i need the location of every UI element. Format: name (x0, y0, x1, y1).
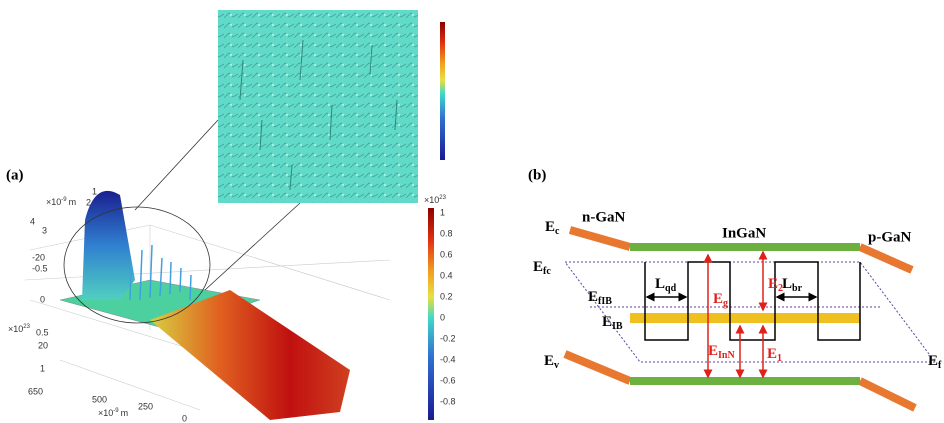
subscript: 2 (778, 283, 783, 294)
surface-slab (150, 290, 350, 420)
bands (563, 226, 917, 412)
symbol-label: Ef (928, 353, 942, 371)
panel-label: (b) (528, 167, 546, 183)
base: ×10 (98, 408, 113, 418)
symbol-label: Ev (544, 353, 559, 371)
colorbar-tick-label: -0.8 (440, 396, 456, 406)
axis-label: 500 (92, 394, 107, 404)
colorbar (428, 208, 434, 420)
subscript: g (723, 298, 728, 309)
axis-label: -0.5 (32, 263, 48, 273)
axis-label: 1 (92, 186, 97, 196)
subscript: qd (665, 283, 677, 294)
subscript: InN (718, 350, 735, 361)
symbol: L (655, 276, 665, 292)
zoom-lines (134, 119, 301, 291)
symbol-label: EfIB (588, 289, 612, 307)
colorbar-exponent: ×1023 (424, 195, 447, 206)
axis-label: 0 (182, 413, 187, 423)
subscript: f (938, 360, 942, 371)
exponent: 23 (439, 195, 446, 201)
axis-label: 2 (86, 197, 91, 207)
symbol: E (588, 289, 598, 305)
colorbar-tick-label: 0.4 (440, 270, 453, 280)
inset-spikes (239, 39, 398, 191)
region-label: p-GaN (868, 229, 912, 245)
colorbar-tick-label: 0 (440, 312, 445, 322)
zoom-circle (63, 206, 211, 324)
colorbar-tick-label: -0.6 (440, 375, 456, 385)
surface-spikes (129, 244, 192, 301)
exponent: 23 (23, 324, 30, 330)
symbol: E (768, 276, 778, 292)
base: ×10 (46, 197, 61, 207)
subscript: br (792, 283, 803, 294)
unit: m (121, 408, 129, 418)
axis-label: 20 (38, 340, 48, 350)
colorbar-tick-label: -0.4 (440, 354, 456, 364)
base: ×10 (424, 195, 439, 205)
axis-label: 1 (40, 363, 45, 373)
3d-grid (24, 224, 391, 411)
axis-label: -20 (32, 252, 45, 262)
symbol: E (708, 343, 718, 359)
symbol-label: Lbr (782, 276, 803, 294)
axis-label: 650 (28, 386, 43, 396)
symbol: E (602, 314, 612, 330)
inset-colorbar (440, 22, 445, 160)
ib-band (630, 313, 860, 323)
axis-label: 3 (42, 225, 47, 235)
quantum-wells (644, 261, 861, 341)
inset (218, 10, 418, 203)
symbol: E (545, 219, 555, 235)
region-label: n-GaN (582, 209, 626, 225)
axis-label: 0 (40, 294, 45, 304)
axis-label: 250 (138, 401, 153, 411)
colorbar-tick-label: 0.6 (440, 249, 453, 259)
energy-arrows (703, 250, 768, 379)
fermi-levels (564, 261, 936, 363)
axis-label: ×10-9 m (98, 408, 128, 419)
axis-label: 4 (30, 216, 35, 226)
subscript: 1 (777, 353, 782, 364)
subscript: fc (543, 266, 551, 277)
symbol-label: EInN (708, 343, 735, 361)
base: ×10 (8, 324, 23, 334)
subscript: c (555, 226, 560, 237)
colorbar-tick-label: 0.2 (440, 291, 453, 301)
symbol: E (928, 353, 938, 369)
axis-label: ×10-9 m (46, 197, 76, 208)
axis-label: ×1023 (8, 324, 31, 335)
surface-wall (82, 190, 135, 300)
colorbar-tick-label: 1 (440, 207, 445, 217)
unit: m (69, 197, 77, 207)
symbol-label: Lqd (655, 276, 677, 294)
symbol: L (782, 276, 792, 292)
exponent: -9 (113, 408, 119, 414)
symbol: E (544, 353, 554, 369)
colorbar-tick-label: -0.2 (440, 333, 456, 343)
symbol-label: Ec (545, 219, 560, 237)
subscript: v (554, 360, 559, 371)
axis-label: 0.5 (36, 327, 49, 337)
panel-label: (a) (6, 167, 24, 183)
symbol: E (713, 291, 723, 307)
subscript: IB (612, 321, 623, 332)
subscript: fIB (598, 296, 612, 307)
symbol-label: E2 (768, 276, 783, 294)
symbol-label: E1 (767, 346, 782, 364)
region-label: InGaN (722, 225, 766, 241)
symbol-label: Efc (533, 259, 551, 277)
symbol: E (767, 346, 777, 362)
symbol: E (533, 259, 543, 275)
exponent: -9 (61, 197, 67, 203)
symbol-label: Eg (713, 291, 728, 309)
symbol-label: EIB (602, 314, 623, 332)
colorbar-tick-label: 0.8 (440, 228, 453, 238)
